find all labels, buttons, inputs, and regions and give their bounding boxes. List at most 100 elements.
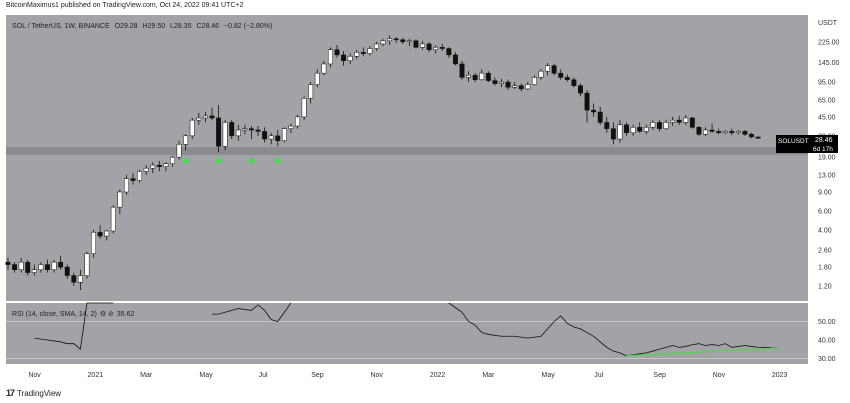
rsi-series	[6, 302, 808, 359]
candle-body	[387, 38, 393, 42]
candle-body	[308, 84, 314, 99]
price-tag-symbol: SOLUSDT	[778, 138, 809, 145]
tradingview-logo-icon: 17	[6, 388, 15, 398]
candle-body	[209, 115, 215, 119]
candle-body	[314, 72, 320, 85]
candle-body	[703, 129, 708, 135]
candle-body	[485, 72, 491, 81]
candle-body	[189, 119, 195, 137]
candle-body	[301, 98, 307, 118]
candle-body	[242, 128, 248, 131]
footer: 17 TradingView	[6, 388, 61, 398]
candle-body	[222, 122, 228, 147]
candle-body	[466, 74, 472, 78]
low-value: 28.35	[174, 23, 192, 30]
candle-body	[255, 129, 261, 132]
candle-body	[150, 164, 156, 169]
candle-body	[156, 164, 162, 167]
candle-body	[334, 49, 340, 56]
candle-body	[571, 79, 577, 86]
rsi-settings-icon: ⚙ ⊘	[100, 310, 114, 318]
time-tick-label: Nov	[370, 372, 383, 379]
candle-body	[709, 129, 715, 132]
candle-body	[676, 119, 682, 123]
candle-body	[406, 40, 412, 43]
candle-body	[505, 81, 511, 88]
rsi-tick-label: 40.00	[818, 337, 836, 344]
price-tick-label: 65.00	[818, 97, 836, 104]
time-tick-label: Sep	[311, 372, 324, 379]
price-tick-label: 45.00	[818, 114, 836, 121]
candle-body	[176, 144, 182, 158]
price-axis: 225.00145.0095.0065.0045.0030.0019.0013.…	[818, 39, 840, 290]
candle-body	[51, 261, 57, 270]
candle-body	[360, 52, 366, 54]
candle-body	[38, 264, 44, 270]
candle-body	[216, 117, 222, 147]
candle-body	[64, 266, 70, 276]
rsi-divergence-line	[626, 347, 778, 357]
candle-body	[597, 111, 603, 123]
candle-body	[268, 135, 274, 140]
candle-body	[591, 109, 597, 113]
rsi-value: 35.62	[117, 311, 135, 318]
candle-body	[558, 72, 564, 78]
price-tag-countdown-bg	[808, 144, 838, 153]
rsi-axis: 50.00 40.00 30.00	[818, 319, 836, 363]
price-tag-countdown: 6d 17h	[813, 146, 833, 153]
candle-body	[479, 72, 485, 80]
time-tick-label: 2023	[772, 372, 788, 379]
time-tick-label: Mar	[482, 372, 495, 379]
candle-body	[143, 167, 149, 172]
candle-body	[202, 115, 208, 119]
time-tick-label: Mar	[140, 372, 153, 379]
candle-body	[235, 129, 241, 137]
time-axis: Nov 2021 Mar May Jul Sep Nov 2022 Mar May Jul Sep No…	[28, 372, 787, 379]
rsi-legend: RSI (14, close, SMA, 14, 2) ⚙ ⊘ 35.62	[12, 310, 135, 318]
support-touch-arrow	[274, 156, 282, 163]
candle-body	[696, 127, 702, 135]
candle-body	[650, 122, 656, 128]
currency-label: USDT	[818, 20, 838, 27]
candle-body	[5, 261, 11, 265]
candle-body	[367, 48, 373, 54]
candle-body	[31, 269, 37, 273]
candle-body	[196, 117, 202, 121]
time-tick-label: Jul	[594, 372, 603, 379]
time-tick-label: Nov	[713, 372, 726, 379]
price-tag-price: 28.46	[815, 137, 833, 144]
price-tick-label: 13.00	[818, 172, 836, 179]
support-touch-arrow	[215, 156, 223, 163]
candle-body	[755, 136, 761, 139]
rsi-line	[34, 302, 114, 350]
candle-body	[637, 127, 643, 132]
open-value: 29.28	[120, 23, 138, 30]
svg-text:RSI (14, close, SMA, 14, 2)⚙ ⊘: RSI (14, close, SMA, 14, 2) ⚙ ⊘ 35.62	[12, 310, 135, 318]
price-tick-label: 2.60	[818, 247, 832, 254]
candle-body	[18, 261, 24, 270]
candle-body	[551, 65, 557, 74]
candle-body	[742, 131, 748, 135]
candle-body	[545, 65, 551, 72]
price-tick-label: 9.00	[818, 190, 832, 197]
candle-body	[584, 92, 590, 111]
candle-body	[347, 56, 353, 62]
support-touch-arrows	[182, 156, 282, 163]
price-panel-bg	[6, 15, 808, 301]
candlestick-series	[5, 35, 761, 291]
candle-body	[393, 38, 399, 41]
candle-body	[683, 117, 689, 123]
price-tick-label: 4.00	[818, 227, 832, 234]
candle-body	[321, 63, 327, 74]
time-tick-label: May	[199, 372, 213, 379]
rsi-line	[211, 302, 292, 322]
price-tag-value-bg	[808, 135, 838, 144]
candle-body	[446, 48, 452, 56]
candle-body	[538, 70, 544, 78]
candle-body	[420, 43, 425, 48]
price-tick-label: 95.00	[818, 80, 836, 87]
candle-body	[610, 128, 616, 140]
candle-body	[439, 47, 445, 49]
price-tag: SOLUSDT 28.46 6d 17h	[776, 135, 838, 153]
